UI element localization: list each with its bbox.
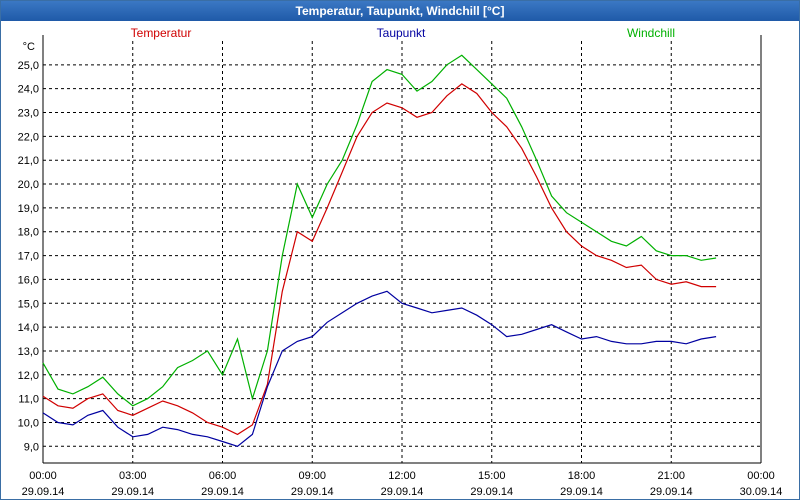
series-line-temperatur	[42, 83, 717, 436]
x-tick-time: 18:00	[568, 470, 596, 482]
x-tick-time: 12:00	[388, 470, 416, 482]
x-tick-time: 03:00	[119, 470, 147, 482]
series-line-windchill	[42, 54, 717, 407]
x-tick-date: 29.09.14	[291, 486, 334, 498]
x-tick-date: 29.09.14	[22, 486, 65, 498]
y-tick-label: 18,0	[18, 227, 39, 239]
x-tick-date: 29.09.14	[381, 486, 424, 498]
series-line-taupunkt	[42, 290, 717, 447]
x-tick-time: 00:00	[747, 470, 775, 482]
y-tick-label: 23,0	[18, 108, 39, 120]
x-tick-date: 29.09.14	[560, 486, 603, 498]
y-tick-label: 15,0	[18, 298, 39, 310]
y-tick-label: 21,0	[18, 155, 39, 167]
legend-temperatur: Temperatur	[131, 26, 192, 40]
y-axis-label: °C	[23, 41, 35, 53]
x-tick-time: 15:00	[478, 470, 506, 482]
y-tick-label: 9,0	[24, 441, 39, 453]
y-tick-label: 10,0	[18, 417, 39, 429]
y-tick-label: 16,0	[18, 274, 39, 286]
x-tick-time: 00:00	[29, 470, 57, 482]
y-tick-label: 24,0	[18, 84, 39, 96]
x-tick-time: 09:00	[298, 470, 326, 482]
y-tick-label: 17,0	[18, 251, 39, 263]
y-tick-label: 19,0	[18, 203, 39, 215]
y-tick-label: 22,0	[18, 131, 39, 143]
y-tick-label: 12,0	[18, 370, 39, 382]
y-tick-label: 20,0	[18, 179, 39, 191]
line-chart: 9,0 10,0 11,0 12,0 13,0 14,0 15,0 16,0 17,0 18,0 1…	[18, 26, 783, 498]
y-tick-label: 13,0	[18, 346, 39, 358]
x-tick-time: 06:00	[209, 470, 237, 482]
x-tick-date: 29.09.14	[650, 486, 693, 498]
x-tick-time: 21:00	[657, 470, 685, 482]
x-tick-date: 29.09.14	[470, 486, 513, 498]
x-tick-date: 29.09.14	[201, 486, 244, 498]
x-tick-date: 29.09.14	[111, 486, 154, 498]
legend-windchill: Windchill	[627, 26, 675, 40]
y-tick-label: 11,0	[18, 394, 39, 406]
legend-taupunkt: Taupunkt	[377, 26, 426, 40]
x-tick-date: 30.09.14	[740, 486, 783, 498]
chart-title: Temperatur, Taupunkt, Windchill [°C]	[1, 1, 799, 21]
y-tick-label: 14,0	[18, 322, 39, 334]
y-tick-label: 25,0	[18, 60, 39, 72]
